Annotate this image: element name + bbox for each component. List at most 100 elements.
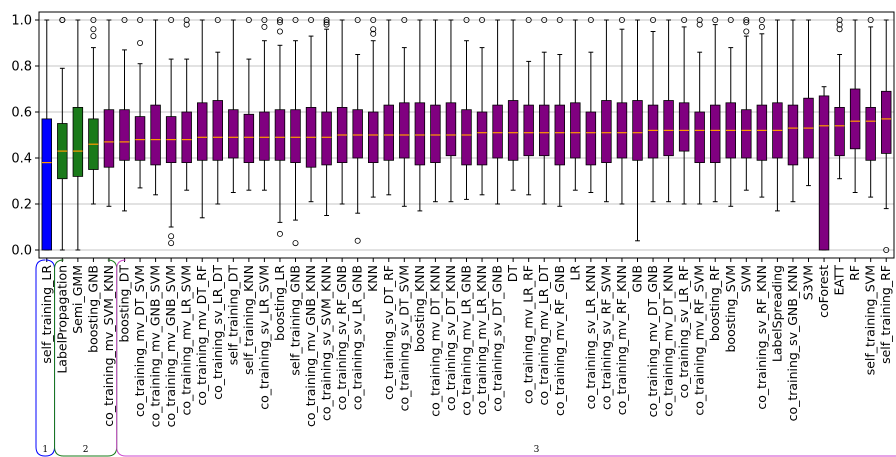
box-boosting_DT [119, 16, 130, 212]
group-bracket [54, 259, 118, 457]
y-tick-label: 0.4 [11, 152, 32, 167]
outlier-point [479, 16, 486, 23]
category-label: RF [847, 265, 862, 281]
box-co_training_sv_LR_SVM [259, 16, 270, 191]
outlier-point [370, 30, 377, 37]
outlier-point [214, 16, 221, 23]
y-tick-label: 0.8 [11, 60, 32, 75]
box-co_training_mv_LR_RF [523, 16, 534, 196]
category-label: EATT [832, 265, 847, 296]
box-body [616, 102, 628, 159]
box-co_training_sv_DT_SVM [399, 16, 410, 207]
box-body [41, 118, 52, 251]
category-label: Semi_GMM [70, 265, 85, 334]
box-co_training_mv_RF_GNB [554, 16, 565, 207]
outlier-point [354, 16, 361, 23]
category-label: co_training_mv_RF_KNN [614, 265, 629, 415]
y-tick-label: 0.0 [11, 244, 32, 259]
box-body [383, 104, 394, 161]
box-self_training_GNB [290, 16, 301, 247]
box-EATT [834, 16, 845, 180]
box-body [243, 113, 255, 164]
category-label: LabelPropagation [54, 265, 69, 374]
box-body [134, 116, 146, 161]
category-label: LabelSpreading [769, 265, 784, 362]
box-body [678, 102, 690, 152]
category-label: co_training_mv_SVM_KNN [101, 265, 116, 427]
box-body [865, 107, 876, 161]
category-label: co_training_mv_LR_RF [521, 265, 536, 404]
box-body [414, 102, 426, 166]
outlier-point [556, 16, 563, 23]
box-body [741, 109, 752, 159]
box-co_training_mv_DT_RF [197, 19, 208, 219]
box-co_training_sv_DT_GNB [492, 19, 503, 205]
box-co_training_mv_LR_KNN [476, 16, 488, 196]
category-label: self_training_RF [878, 265, 893, 364]
box-body [445, 102, 457, 157]
category-label: co_training_sv_GNB_KNN [785, 265, 800, 421]
category-label: co_training_sv_LR_DT [210, 265, 225, 400]
box-co_training_mv_LR_DT [539, 16, 550, 205]
box-body [523, 104, 534, 157]
category-label: boosting_KNN [412, 265, 427, 352]
outlier-point [168, 16, 175, 23]
outlier-point [323, 16, 330, 23]
box-GNB [632, 19, 643, 242]
outlier-point [137, 40, 144, 47]
box-LR [570, 19, 581, 191]
outlier-point [59, 16, 66, 23]
outlier-point [323, 21, 330, 28]
box-S3VM [803, 19, 814, 187]
box-body [103, 109, 115, 168]
category-label: co_training_sv_RF_SVM [598, 265, 613, 410]
outlier-point [650, 16, 657, 23]
box-co_training_sv_RF_SVM [601, 19, 612, 203]
category-label: co_training_sv_RF_GNB [334, 265, 349, 410]
outlier-point [743, 19, 750, 26]
category-label: self_training_DT [225, 265, 240, 366]
box-body [601, 100, 612, 163]
outlier-point [90, 26, 97, 33]
box-body [585, 111, 597, 166]
outlier-point [758, 16, 765, 23]
box-LabelPropagation [57, 16, 68, 251]
box-SVM [741, 16, 752, 191]
box-co_training_mv_SVM_KNN [103, 19, 115, 207]
box-co_training_sv_LR_KNN [585, 16, 597, 193]
box-body [663, 100, 674, 157]
category-labels: self_training_LR LabelPropagation Semi_GMM… [39, 265, 893, 428]
box-body [632, 100, 643, 161]
outlier-point [183, 16, 190, 23]
category-label: co_training_sv_DT_SVM [396, 265, 411, 411]
y-tick-label: 0.2 [11, 198, 32, 213]
outlier-point [587, 16, 594, 23]
box-Semi_GMM [72, 19, 84, 251]
group-label: 1 [42, 445, 48, 455]
box-KNN [368, 16, 379, 198]
category-label: co_training_sv_RF_KNN [754, 265, 769, 410]
outlier-point [758, 23, 765, 30]
box-co_training_mv_DT_SVM [134, 16, 146, 189]
category-label: boosting_DT [117, 265, 132, 343]
box-body [352, 109, 363, 159]
outlier-point [727, 16, 734, 23]
box-body [710, 104, 721, 163]
box-self_training_LR [41, 19, 52, 251]
category-label: boosting_LR [272, 265, 287, 341]
box-body [787, 104, 799, 166]
category-label: boosting_GNB [85, 265, 100, 353]
boxes [41, 16, 892, 253]
box-self_training_KNN [243, 16, 255, 191]
category-label: co_training_sv_LR_RF [676, 265, 691, 398]
outlier-point [867, 16, 874, 23]
outlier-point [261, 16, 268, 23]
outlier-point [743, 28, 750, 35]
group-label: 3 [534, 445, 540, 455]
outlier-point [168, 240, 175, 247]
box-co_training_sv_RF_GNB [336, 19, 348, 205]
category-label: co_training_mv_GNB_SVM [163, 265, 178, 427]
box-boosting_RF [710, 16, 721, 203]
box-LabelSpreading [772, 19, 783, 212]
